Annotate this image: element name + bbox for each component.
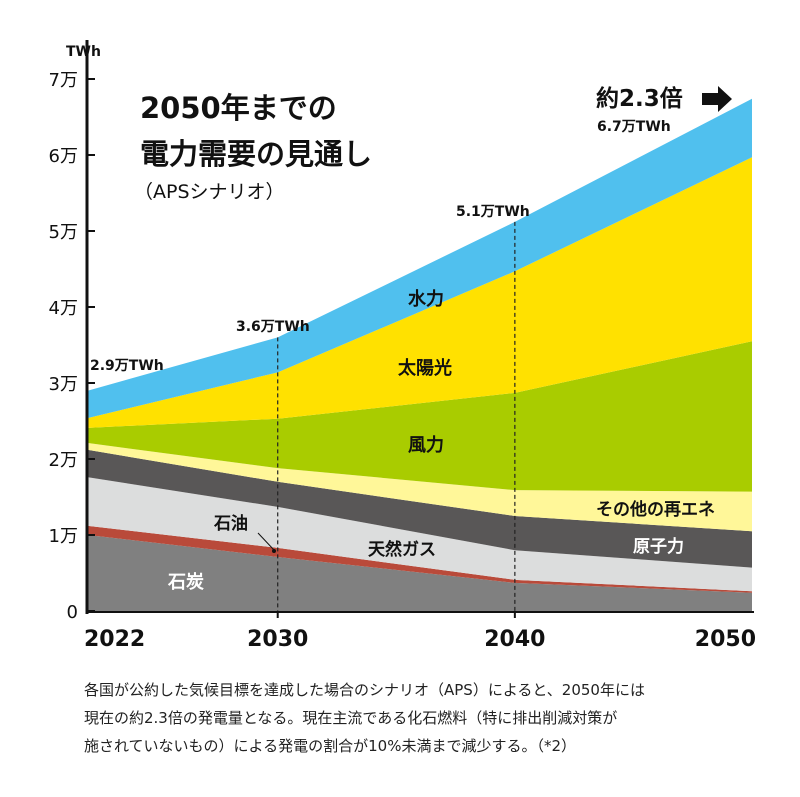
area-7-水力 [88, 98, 752, 418]
area-6-太陽光 [88, 157, 752, 428]
caption-line-1: 各国が公約した気候目標を達成した場合のシナリオ（APS）によると、2050年には [84, 681, 645, 699]
x-tick-label: 2050 [695, 627, 756, 652]
oil-leader-dot [272, 549, 276, 553]
total-label-2030: 3.6万TWh [236, 319, 310, 335]
total-label-2022: 2.9万TWh [90, 358, 164, 374]
oil-leader-line [257, 532, 275, 551]
y-tick-label: 3万 [49, 374, 78, 395]
series-label-nuclear: 原子力 [633, 536, 684, 557]
chart-title-line-1: 2050年までの [140, 91, 337, 125]
series-label-hydro: 水力 [408, 288, 444, 310]
y-tick-label: 6万 [49, 146, 78, 167]
caption-line-2: 現在の約2.3倍の発電量となる。現在主流である化石燃料（特に排出削減対策が [84, 709, 618, 727]
area-3-原子力 [88, 449, 752, 568]
growth-label: 約2.3倍 [596, 85, 683, 112]
y-axis-label: TWh [66, 44, 101, 60]
y-tick-label: 2万 [49, 450, 78, 471]
y-tick-label: 7万 [49, 70, 78, 91]
y-tick-label: 1万 [49, 526, 78, 547]
series-label-wind: 風力 [408, 435, 444, 456]
chart-subtitle: （APSシナリオ） [134, 181, 285, 203]
series-label-solar: 太陽光 [398, 357, 452, 379]
x-tick-label: 2030 [247, 627, 308, 652]
x-tick-label: 2022 [84, 627, 145, 652]
total-label-2050: 6.7万TWh [597, 119, 671, 135]
x-tick-label: 2040 [484, 627, 545, 652]
area-2-天然ガス [88, 477, 752, 592]
chart-title-line-2: 電力需要の見通し [140, 137, 372, 171]
caption: 各国が公約した気候目標を達成した場合のシナリオ（APS）によると、2050年には… [84, 676, 774, 760]
y-tick-label: 4万 [49, 298, 78, 319]
y-tick-label: 0 [67, 602, 78, 623]
area-5-風力 [88, 341, 752, 492]
right-arrow-icon [702, 86, 732, 112]
series-label-gas: 天然ガス [368, 539, 436, 560]
area-4-その他の再エネ [88, 443, 752, 532]
series-label-oil: 石油 [213, 513, 248, 534]
series-label-other-renewables: その他の再エネ [596, 499, 715, 520]
stacked-area-chart: 0 1万 2万 3万 4万 5万 6万 7万 2022 2030 2040 2050 TWh 205… [49, 40, 756, 652]
series-label-coal: 石炭 [167, 571, 204, 593]
total-label-2040: 5.1万TWh [456, 204, 530, 220]
y-tick-label: 5万 [49, 222, 78, 243]
area-0-石炭 [88, 535, 752, 611]
caption-line-3: 施されていないもの）による発電の割合が10%未満まで減少する。（*2） [84, 737, 576, 755]
